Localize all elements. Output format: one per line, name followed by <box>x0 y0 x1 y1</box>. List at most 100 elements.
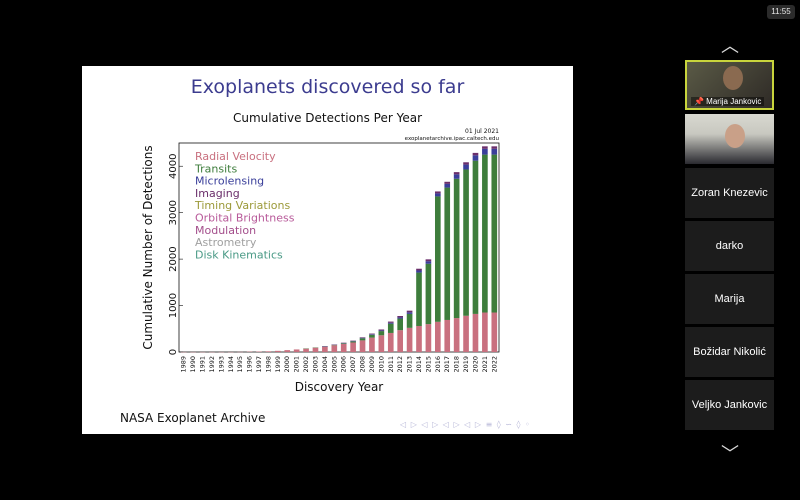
bar-segment <box>378 330 385 332</box>
x-tick-label: 2014 <box>415 356 423 373</box>
participant-name: Zoran Knezevic <box>691 187 768 199</box>
bar-segment <box>491 312 498 352</box>
x-tick-label: 1990 <box>189 356 197 373</box>
bar-segment <box>482 146 488 149</box>
participant-name: Marija <box>714 293 745 305</box>
x-tick-label: 2007 <box>349 356 357 373</box>
chart-date: 01 Jul 2021 <box>465 128 499 135</box>
chevron-up-icon[interactable]: ︿ <box>721 36 739 56</box>
bar-segment <box>397 316 403 318</box>
bar-segment <box>322 346 328 352</box>
bar-segment <box>416 272 422 326</box>
participant-tile[interactable] <box>685 114 774 164</box>
bar-segment <box>444 183 451 188</box>
chevron-down-icon[interactable]: ﹀ <box>721 444 739 464</box>
bar-segment <box>453 174 460 179</box>
bar-segment <box>397 330 403 352</box>
participant-tile[interactable]: Božidar Nikolić <box>685 327 774 377</box>
chart-title: Cumulative Detections Per Year <box>232 111 422 125</box>
legend-entry: Imaging <box>195 187 240 200</box>
x-tick-label: 2004 <box>321 356 329 373</box>
bar-segment <box>331 345 338 352</box>
bar-segment <box>369 334 375 335</box>
legend-entry: Timing Variations <box>194 199 290 212</box>
participant-tile[interactable]: Marija <box>685 274 774 324</box>
bar-segment <box>472 160 479 314</box>
bar-segment <box>425 261 432 264</box>
x-tick-label: 1997 <box>255 356 263 373</box>
bar-segment <box>416 268 422 271</box>
bar-segment <box>482 154 488 313</box>
bar-segment <box>463 162 469 165</box>
legend-entry: Modulation <box>195 224 256 237</box>
chart-source: exoplanetarchive.ipac.caltech.edu <box>405 136 499 142</box>
x-tick-label: 2010 <box>377 356 385 373</box>
x-tick-label: 2000 <box>283 356 291 373</box>
participant-name: 📌 Marija Jankovic <box>691 97 765 106</box>
x-tick-label: 2001 <box>293 356 301 373</box>
bar-segment <box>340 343 347 344</box>
bar-segment <box>472 155 479 161</box>
bar-segment <box>406 327 413 352</box>
legend-entry: Microlensing <box>195 175 264 188</box>
participant-tile[interactable]: Zoran Knezevic <box>685 168 774 218</box>
bar-segment <box>284 350 291 352</box>
bar-segment <box>472 313 479 352</box>
x-tick-label: 2018 <box>453 356 461 373</box>
y-tick-label: 3000 <box>168 200 179 225</box>
y-tick-label: 4000 <box>168 153 179 178</box>
participant-tile[interactable]: 📌 Marija Jankovic <box>685 60 774 110</box>
person-silhouette <box>725 124 745 148</box>
bar-segment <box>491 148 498 155</box>
x-tick-label: 2022 <box>490 356 498 373</box>
x-axis-label: Discovery Year <box>295 380 384 394</box>
bar-segment <box>435 321 441 352</box>
bar-segment <box>435 193 441 197</box>
slide-footer: NASA Exoplanet Archive <box>120 411 266 425</box>
bar-segment <box>387 321 394 323</box>
bar-segment <box>359 340 366 352</box>
bar-segment <box>340 343 347 352</box>
bar-segment <box>387 322 394 324</box>
x-tick-label: 2009 <box>368 356 376 373</box>
x-tick-label: 1999 <box>274 356 282 373</box>
legend-entry: Radial Velocity <box>195 150 276 163</box>
bar-segment <box>444 319 451 352</box>
bar-segment <box>453 318 460 352</box>
participant-tile[interactable]: Veljko Jankovic <box>685 380 774 430</box>
bar-segment <box>444 187 451 320</box>
bar-segment <box>425 259 432 262</box>
bar-segment <box>482 148 488 155</box>
participant-tile[interactable]: darko <box>685 221 774 271</box>
legend-entry: Disk Kinematics <box>195 248 283 261</box>
bar-segment <box>482 312 488 352</box>
x-tick-label: 2017 <box>443 356 451 373</box>
x-tick-label: 1998 <box>264 356 272 373</box>
bar-segment <box>378 335 385 352</box>
bar-segment <box>472 152 479 156</box>
x-tick-label: 2012 <box>396 356 404 373</box>
x-tick-label: 2008 <box>359 356 367 373</box>
bar-segment <box>406 312 413 314</box>
bar-segment <box>406 310 413 313</box>
bar-segment <box>444 181 451 184</box>
x-tick-label: 1991 <box>199 356 207 373</box>
participant-name: Veljko Jankovic <box>691 399 768 411</box>
bar-segment <box>463 164 469 170</box>
bar-segment <box>350 342 356 352</box>
x-tick-label: 2011 <box>387 356 395 373</box>
bar-segment <box>425 263 432 325</box>
x-tick-label: 1989 <box>180 356 188 373</box>
bar-segment <box>378 329 385 331</box>
x-tick-label: 2021 <box>481 356 489 373</box>
bar-segment <box>387 332 394 352</box>
bar-segment <box>275 350 281 352</box>
beamer-navigation[interactable]: ◁ ▷ ◁ ▷ ◁ ▷ ◁ ▷ ≡ ◊ ∽ ◊ ◦ <box>400 420 531 429</box>
participant-name: Božidar Nikolić <box>693 346 766 358</box>
x-tick-label: 2019 <box>462 356 470 373</box>
bar-segment <box>369 334 375 338</box>
person-silhouette <box>723 66 743 90</box>
bar-segment <box>425 324 432 352</box>
slide-title: Exoplanets discovered so far <box>190 76 465 98</box>
legend-entry: Astrometry <box>195 236 257 249</box>
